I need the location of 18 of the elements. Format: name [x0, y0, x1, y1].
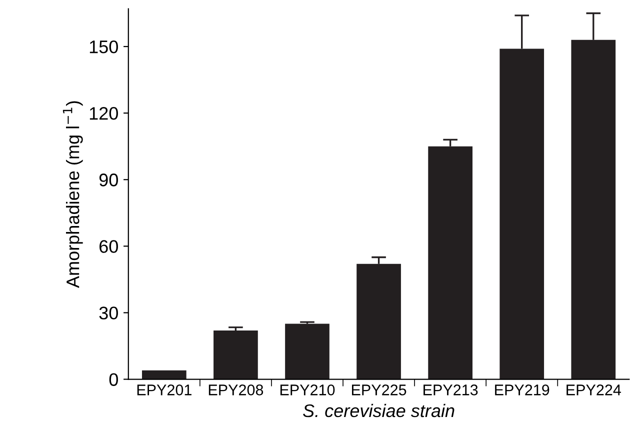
x-axis-title: S. cerevisiae strain — [303, 404, 454, 418]
y-tick-label: 120 — [90, 107, 118, 120]
bar — [142, 370, 186, 380]
y-tick-label: 150 — [90, 40, 118, 54]
bar — [285, 324, 330, 380]
bar — [214, 330, 258, 380]
x-tick-label: EPY210 — [280, 384, 335, 396]
x-tick-label: EPY201 — [137, 384, 192, 396]
x-tick-label: EPY213 — [424, 384, 478, 396]
x-tick-label: EPY208 — [208, 384, 264, 396]
y-tick-label: 90 — [99, 174, 118, 186]
y-tick-label: 30 — [99, 306, 118, 320]
x-tick-label: EPY219 — [495, 384, 550, 396]
y-tick-label: 0 — [109, 373, 118, 386]
y-axis-title: Amorphadiene (mg l$^{−1}$) — [62, 101, 83, 288]
x-tick-label: EPY225 — [352, 384, 406, 396]
y-tick-label: 60 — [100, 240, 118, 253]
x-tick-label: EPY224 — [566, 384, 621, 396]
